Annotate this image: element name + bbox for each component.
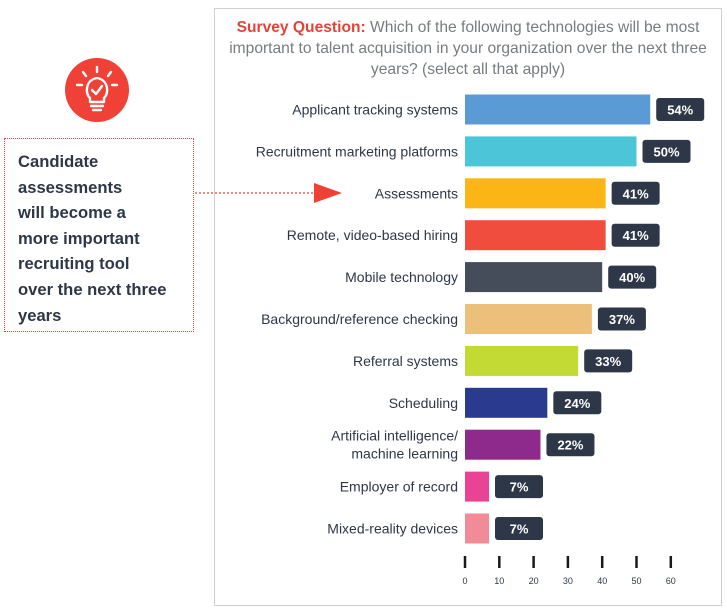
callout-text: Candidate assessments will become a more im… <box>18 149 193 328</box>
value-label: 7% <box>510 522 529 537</box>
value-label-box <box>495 517 544 540</box>
callout-box: Candidate assessments will become a more im… <box>4 138 194 332</box>
category-label: Applicant tracking systems <box>292 102 458 118</box>
bar <box>465 471 490 502</box>
callout-line: Candidate <box>18 152 99 171</box>
x-tick-label: 50 <box>631 576 641 586</box>
value-label: 41% <box>623 186 649 201</box>
value-label-box <box>656 98 705 121</box>
bar <box>465 429 541 460</box>
x-tick-label: 40 <box>597 576 607 586</box>
connector-arrow-icon <box>314 183 342 203</box>
value-label: 22% <box>557 438 583 453</box>
callout-line: over the next three <box>18 279 167 299</box>
survey-question: Survey Question: Which of the following … <box>216 17 720 80</box>
value-label: 33% <box>595 354 621 369</box>
bar <box>465 345 579 376</box>
x-tick-label: 20 <box>529 576 539 586</box>
category-label: Background/reference checking <box>261 311 458 327</box>
value-label-box <box>553 391 602 415</box>
callout-line: will become a <box>18 203 126 223</box>
lightbulb-icon <box>65 58 129 122</box>
x-tick-label: 10 <box>494 576 504 586</box>
x-tick-label: 30 <box>563 576 573 586</box>
callout-line: more important <box>18 228 140 248</box>
callout-line: assessments <box>18 177 123 197</box>
lightbulb-check-icon <box>75 65 119 112</box>
category-label: Mixed-reality devices <box>327 521 458 537</box>
x-tick-label: 60 <box>666 576 676 586</box>
value-label: 54% <box>667 103 693 118</box>
category-label: machine learning <box>351 446 458 462</box>
category-label: Artificial intelligence/ <box>331 428 458 444</box>
bar <box>465 178 606 209</box>
bar <box>465 220 606 251</box>
value-label-box <box>608 265 657 289</box>
bar <box>465 304 592 334</box>
category-label: Remote, video-based hiring <box>287 227 458 243</box>
value-label: 40% <box>619 270 645 285</box>
category-label: Recruitment marketing platforms <box>256 143 458 159</box>
category-label: Mobile technology <box>345 269 458 285</box>
value-label: 37% <box>609 312 635 327</box>
value-label-box <box>611 223 660 247</box>
callout-line: recruiting tool <box>18 254 130 274</box>
value-label: 41% <box>623 228 649 243</box>
question-text: Which of the following technologies will… <box>229 19 707 78</box>
category-label: Referral systems <box>353 353 458 369</box>
x-tick-label: 0 <box>462 576 467 586</box>
bar <box>465 136 637 167</box>
category-label: Employer of record <box>340 479 458 495</box>
chart-panel <box>214 8 722 606</box>
value-label: 50% <box>653 144 679 159</box>
value-label-box <box>584 349 633 373</box>
value-label: 7% <box>510 480 529 495</box>
value-label-box <box>495 475 544 499</box>
value-label: 24% <box>564 396 590 411</box>
value-label-box <box>611 181 660 205</box>
callout-line: years <box>18 305 62 325</box>
bar <box>465 387 548 418</box>
bar <box>465 262 603 293</box>
category-label: Scheduling <box>389 395 458 411</box>
value-label-box <box>546 433 595 457</box>
bar <box>465 94 651 125</box>
category-label: Assessments <box>375 185 458 201</box>
value-label-box <box>642 139 691 163</box>
value-label-box <box>597 307 646 331</box>
question-label: Survey Question: <box>236 19 366 36</box>
bar <box>465 513 490 544</box>
